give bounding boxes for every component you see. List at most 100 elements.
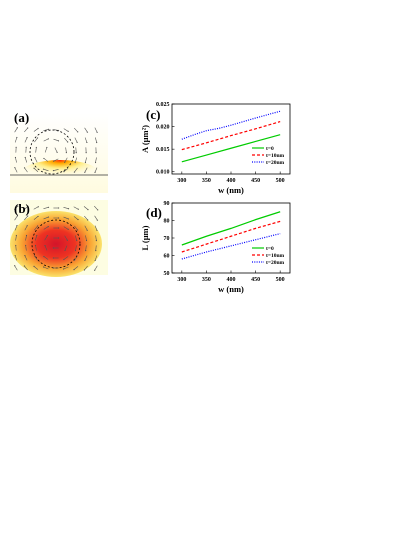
field-arrow-head xyxy=(14,265,16,267)
field-arrow-head xyxy=(94,269,96,271)
field-arrow xyxy=(63,226,69,230)
field-arrow-head xyxy=(43,266,45,268)
field-arrow xyxy=(63,216,69,220)
field-arrow xyxy=(14,225,18,231)
y-tick-label: 70 xyxy=(164,236,170,242)
field-arrow xyxy=(83,206,89,210)
field-arrow-head xyxy=(34,157,36,159)
field-arrow-head xyxy=(64,161,66,163)
field-arrow xyxy=(24,255,28,261)
field-arrow xyxy=(33,206,39,210)
field-arrow-head xyxy=(47,226,49,228)
field-arrow xyxy=(74,225,78,231)
x-tick-label: 400 xyxy=(227,277,236,283)
field-arrow-head xyxy=(57,140,60,142)
field-arrow xyxy=(74,137,78,143)
field-arrow-head xyxy=(86,131,89,133)
field-arrow-head xyxy=(58,217,60,219)
field-arrow xyxy=(64,245,68,251)
field-arrow xyxy=(84,127,88,133)
field-arrow-head xyxy=(58,227,60,229)
field-arrow-head xyxy=(35,146,37,149)
field-arrow xyxy=(33,168,39,172)
field-arrow xyxy=(74,167,78,173)
field-arrow-head xyxy=(37,206,39,208)
field-arrow-head xyxy=(27,215,29,217)
field-arrow-head xyxy=(73,269,75,271)
field-arrow-head xyxy=(23,265,25,267)
field-arrow-head xyxy=(26,137,28,139)
field-arrow xyxy=(14,167,18,173)
field-arrow xyxy=(63,256,69,260)
field-arrow-head xyxy=(86,141,88,144)
field-arrow xyxy=(33,128,39,132)
field-arrow xyxy=(43,158,49,162)
series-line xyxy=(181,220,281,253)
field-arrow-head xyxy=(52,257,55,259)
field-arrow xyxy=(25,245,27,251)
field-arrow-head xyxy=(53,160,55,162)
field-arrow xyxy=(65,147,67,153)
field-arrow-head xyxy=(27,205,29,207)
field-arrow-head xyxy=(97,209,99,211)
field-arrow-head xyxy=(15,146,17,149)
field-arrow xyxy=(14,127,18,133)
field-arrow xyxy=(15,235,17,241)
legend-label: t=10nm xyxy=(266,253,285,259)
field-arrow-head xyxy=(52,267,55,269)
field-arrow xyxy=(14,215,18,221)
field-arrow xyxy=(43,216,49,220)
y-tick-label: 0.015 xyxy=(156,147,170,153)
field-arrow-head xyxy=(77,229,79,231)
field-arrow xyxy=(34,137,38,143)
field-arrow xyxy=(73,206,79,210)
field-arrow-head xyxy=(25,146,27,149)
field-arrow xyxy=(34,255,38,261)
field-arrow-head xyxy=(74,249,77,252)
field-arrow xyxy=(73,216,79,220)
field-arrow xyxy=(24,225,28,231)
field-arrow xyxy=(24,265,28,271)
field-arrow xyxy=(53,129,59,131)
series-line xyxy=(181,211,281,246)
legend-label: t=10nm xyxy=(266,153,285,159)
field-arrow-head xyxy=(58,207,60,209)
chart-d: (d) 300 350 400 450 500 50 60 70 80 90 w (nm) L (μm… xyxy=(140,201,291,294)
field-arrow-head xyxy=(16,215,19,217)
field-arrow-head xyxy=(25,234,28,237)
panel-label-b: (b) xyxy=(14,201,30,216)
field-arrow xyxy=(75,245,77,251)
field-arrow xyxy=(64,137,68,143)
field-arrow xyxy=(64,235,68,241)
legend-label: t=20nm xyxy=(266,160,285,166)
field-arrow-head xyxy=(27,127,29,129)
field-arrow-head xyxy=(77,218,79,221)
field-arrow xyxy=(54,147,58,153)
x-tick-label: 350 xyxy=(202,178,211,184)
series-line xyxy=(181,233,281,260)
field-arrow xyxy=(43,266,49,270)
waveguide-outline-a xyxy=(29,129,75,175)
legend-label: t=0 xyxy=(266,146,274,152)
field-arrow-head xyxy=(46,146,48,149)
y-tick-label: 90 xyxy=(164,201,170,207)
series-line xyxy=(181,110,281,140)
field-arrow xyxy=(94,215,98,221)
field-arrow xyxy=(95,137,97,143)
field-arrow-head xyxy=(46,235,48,237)
field-arrow xyxy=(43,168,49,172)
panel-b: (b) xyxy=(10,200,108,277)
y-axis-label: L (μm) xyxy=(140,225,150,250)
field-arrow-head xyxy=(42,168,45,170)
field-arrow-head xyxy=(94,161,97,164)
field-arrow-head xyxy=(23,167,26,169)
y-tick-label: 80 xyxy=(164,219,170,225)
field-arrow xyxy=(43,138,49,142)
field-arrow-head xyxy=(14,167,16,169)
field-arrow xyxy=(94,167,98,173)
field-arrow-head xyxy=(84,161,87,164)
y-tick-label: 0.020 xyxy=(156,125,170,131)
x-tick-label: 300 xyxy=(177,277,186,283)
legend-label: t=20nm xyxy=(266,260,285,266)
field-arrow-head xyxy=(83,269,85,271)
